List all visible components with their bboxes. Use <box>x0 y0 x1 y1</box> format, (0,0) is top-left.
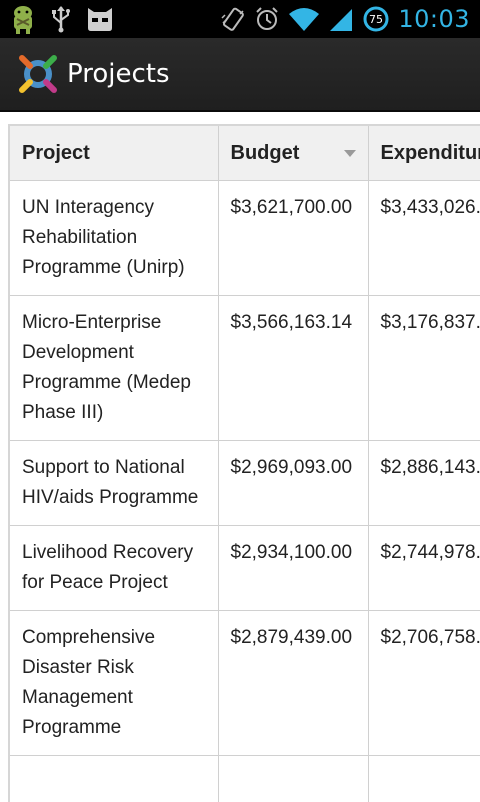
budget-cell: $2,934,100.00 <box>218 526 368 611</box>
table-row[interactable]: Livelihood Recovery for Peace Project $2… <box>10 526 480 611</box>
project-cell: Micro-Enterprise Development Programme (… <box>10 296 218 441</box>
budget-cell: $2,969,093.00 <box>218 441 368 526</box>
project-cell: UN Interagency Rehabilitation Programme … <box>10 181 218 296</box>
projects-table: Project Budget Expenditure UN Interagenc… <box>10 126 480 802</box>
expenditure-cell: $2,706,758. <box>368 611 480 756</box>
usb-icon <box>50 5 72 33</box>
expenditure-cell: $3,176,837. <box>368 296 480 441</box>
table-row[interactable]: Comprehensive Disaster Risk Management P… <box>10 611 480 756</box>
column-header-project[interactable]: Project <box>10 126 218 181</box>
column-header-expenditure[interactable]: Expenditure <box>368 126 480 181</box>
expenditure-cell: $2,886,143. <box>368 441 480 526</box>
project-cell: Support to National HIV/aids Programme <box>10 441 218 526</box>
page-title: Projects <box>67 38 170 110</box>
column-header-budget[interactable]: Budget <box>218 126 368 181</box>
expenditure-cell <box>368 756 480 802</box>
table-header-row: Project Budget Expenditure <box>10 126 480 181</box>
status-bar: 75 10:03 <box>0 0 480 38</box>
budget-cell <box>218 756 368 802</box>
wifi-icon <box>288 6 320 32</box>
sort-descending-icon <box>344 150 356 157</box>
system-icons: 75 10:03 <box>220 4 470 34</box>
budget-cell: $2,879,439.00 <box>218 611 368 756</box>
table-row[interactable] <box>10 756 480 802</box>
signal-icon <box>328 6 354 32</box>
clock: 10:03 <box>398 5 470 33</box>
expenditure-cell: $2,744,978. <box>368 526 480 611</box>
cyanogen-icon <box>86 6 114 32</box>
expenditure-cell: $3,433,026. <box>368 181 480 296</box>
battery-icon: 75 <box>362 5 390 33</box>
table-row[interactable]: Micro-Enterprise Development Programme (… <box>10 296 480 441</box>
projects-table-container[interactable]: Project Budget Expenditure UN Interagenc… <box>8 124 480 802</box>
project-cell: Comprehensive Disaster Risk Management P… <box>10 611 218 756</box>
action-bar: Projects <box>0 38 480 112</box>
notification-icons <box>10 4 114 34</box>
budget-cell: $3,566,163.14 <box>218 296 368 441</box>
alarm-icon <box>254 5 280 33</box>
table-row[interactable]: Support to National HIV/aids Programme $… <box>10 441 480 526</box>
table-row[interactable]: UN Interagency Rehabilitation Programme … <box>10 181 480 296</box>
budget-cell: $3,621,700.00 <box>218 181 368 296</box>
project-cell <box>10 756 218 802</box>
vibrate-icon <box>220 5 246 33</box>
battery-level: 75 <box>369 13 383 26</box>
android-debug-icon <box>10 4 36 34</box>
app-logo-icon[interactable] <box>18 54 58 94</box>
project-cell: Livelihood Recovery for Peace Project <box>10 526 218 611</box>
